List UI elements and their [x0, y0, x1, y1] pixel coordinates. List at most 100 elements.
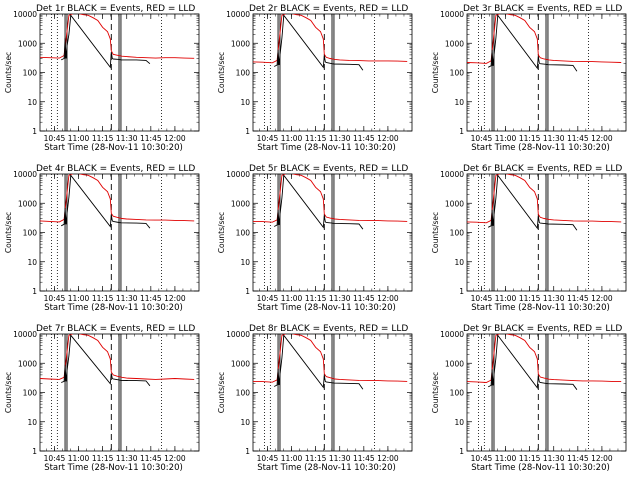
x-tick-label: 11:30	[543, 454, 565, 463]
plot-frame	[39, 333, 200, 452]
x-tick-label: 10:45	[471, 454, 493, 463]
x-tick-label: 11:30	[543, 134, 565, 143]
y-tick-label: 10	[454, 258, 464, 267]
time-markers	[264, 14, 375, 131]
x-tick-label: 11:30	[543, 294, 565, 303]
x-tick-label: 12:00	[377, 294, 399, 303]
y-tick-label: 100	[236, 229, 251, 238]
series-line-lld	[40, 174, 195, 223]
y-tick-label: 10000	[226, 330, 250, 339]
time-markers	[51, 174, 162, 291]
y-tick-label: 10000	[226, 10, 250, 19]
series-line-lld	[253, 334, 408, 383]
y-tick-label: 10000	[226, 170, 250, 179]
y-axis-label: Counts/sec	[217, 372, 226, 413]
y-axis-label: Counts/sec	[431, 52, 440, 93]
y-tick-label: 100	[23, 389, 38, 398]
y-axis-label: Counts/sec	[431, 372, 440, 413]
y-tick-label: 1	[459, 287, 464, 296]
x-tick-label: 11:00	[68, 134, 90, 143]
x-tick-label: 12:00	[377, 134, 399, 143]
detector-panel-8: 1 10 100 1000 10000 10:45 11:00 11:15 11:30 11:45…	[217, 324, 413, 473]
y-tick-label: 1000	[445, 359, 464, 368]
y-tick-label: 10	[27, 98, 37, 107]
y-tick-label: 100	[23, 69, 38, 78]
x-tick-label: 11:00	[495, 134, 517, 143]
x-tick-label: 10:45	[257, 454, 279, 463]
x-axis-label: Start Time (28-Nov-11 10:30:20)	[471, 143, 610, 153]
x-tick-label: 11:45	[140, 134, 162, 143]
x-tick-label: 11:15	[519, 454, 541, 463]
y-tick-label: 10000	[440, 170, 464, 179]
y-tick-label: 1	[32, 127, 37, 136]
y-tick-label: 10000	[13, 330, 37, 339]
y-tick-label: 1	[459, 127, 464, 136]
y-tick-label: 1000	[18, 39, 37, 48]
time-markers	[264, 174, 375, 291]
x-tick-label: 11:15	[92, 294, 114, 303]
x-tick-label: 12:00	[164, 454, 186, 463]
x-tick-label: 11:00	[68, 454, 90, 463]
x-tick-label: 11:30	[329, 454, 351, 463]
x-tick-label: 11:45	[353, 134, 375, 143]
y-tick-label: 100	[450, 229, 465, 238]
series-line-lld	[40, 14, 195, 59]
x-tick-label: 11:15	[92, 454, 114, 463]
panel-title: Det 2r BLACK = Events, RED = LLD	[249, 4, 408, 14]
x-tick-label: 11:45	[567, 454, 589, 463]
panel-title: Det 9r BLACK = Events, RED = LLD	[463, 324, 622, 334]
y-tick-label: 1000	[231, 199, 250, 208]
series-line-events	[60, 174, 151, 229]
x-tick-label: 11:30	[116, 294, 138, 303]
time-markers	[264, 334, 375, 451]
panel-title: Det 5r BLACK = Events, RED = LLD	[249, 164, 408, 174]
series-line-lld	[467, 14, 622, 64]
x-axis-label: Start Time (28-Nov-11 10:30:20)	[257, 303, 396, 313]
x-tick-label: 11:30	[329, 294, 351, 303]
y-tick-label: 10000	[13, 10, 37, 19]
x-tick-label: 12:00	[164, 294, 186, 303]
x-tick-label: 11:15	[305, 454, 327, 463]
x-tick-label: 10:45	[257, 294, 279, 303]
y-tick-label: 1000	[18, 359, 37, 368]
detector-panel-6: 1 10 100 1000 10000 10:45 11:00 11:15 11:30 11:45…	[431, 164, 627, 313]
x-tick-label: 10:45	[44, 294, 66, 303]
x-tick-label: 10:45	[471, 134, 493, 143]
time-markers	[478, 174, 589, 291]
series-line-events	[273, 14, 364, 71]
detector-panel-3: 1 10 100 1000 10000 10:45 11:00 11:15 11:30 11:45…	[431, 4, 627, 153]
x-axis-label: Start Time (28-Nov-11 10:30:20)	[44, 463, 183, 473]
plot-frame	[39, 13, 200, 132]
series-line-events	[273, 174, 364, 230]
x-axis-label: Start Time (28-Nov-11 10:30:20)	[257, 463, 396, 473]
time-markers	[478, 14, 589, 131]
x-tick-label: 10:45	[471, 294, 493, 303]
detector-panel-9: 1 10 100 1000 10000 10:45 11:00 11:15 11:30 11:45…	[431, 324, 627, 473]
x-axis-label: Start Time (28-Nov-11 10:30:20)	[471, 303, 610, 313]
x-tick-label: 12:00	[377, 454, 399, 463]
panel-title: Det 8r BLACK = Events, RED = LLD	[249, 324, 408, 334]
series-line-events	[61, 334, 151, 387]
y-tick-label: 1000	[18, 199, 37, 208]
plot-frame	[466, 13, 627, 132]
x-axis-label: Start Time (28-Nov-11 10:30:20)	[44, 303, 183, 313]
series-line-events	[487, 174, 578, 231]
x-tick-label: 11:30	[116, 134, 138, 143]
x-tick-label: 11:45	[140, 294, 162, 303]
y-tick-label: 10	[454, 418, 464, 427]
x-tick-label: 11:15	[519, 134, 541, 143]
y-axis-label: Counts/sec	[431, 212, 440, 253]
x-tick-label: 11:00	[281, 454, 303, 463]
plot-frame	[39, 173, 200, 292]
y-axis-label: Counts/sec	[4, 52, 13, 93]
plot-frame	[252, 173, 413, 292]
time-markers	[51, 334, 162, 451]
x-tick-label: 11:15	[92, 134, 114, 143]
y-tick-label: 1	[245, 447, 250, 456]
x-tick-label: 11:45	[567, 134, 589, 143]
y-tick-label: 1	[32, 447, 37, 456]
x-tick-label: 11:15	[519, 294, 541, 303]
x-tick-label: 10:45	[44, 454, 66, 463]
x-tick-label: 11:45	[140, 454, 162, 463]
